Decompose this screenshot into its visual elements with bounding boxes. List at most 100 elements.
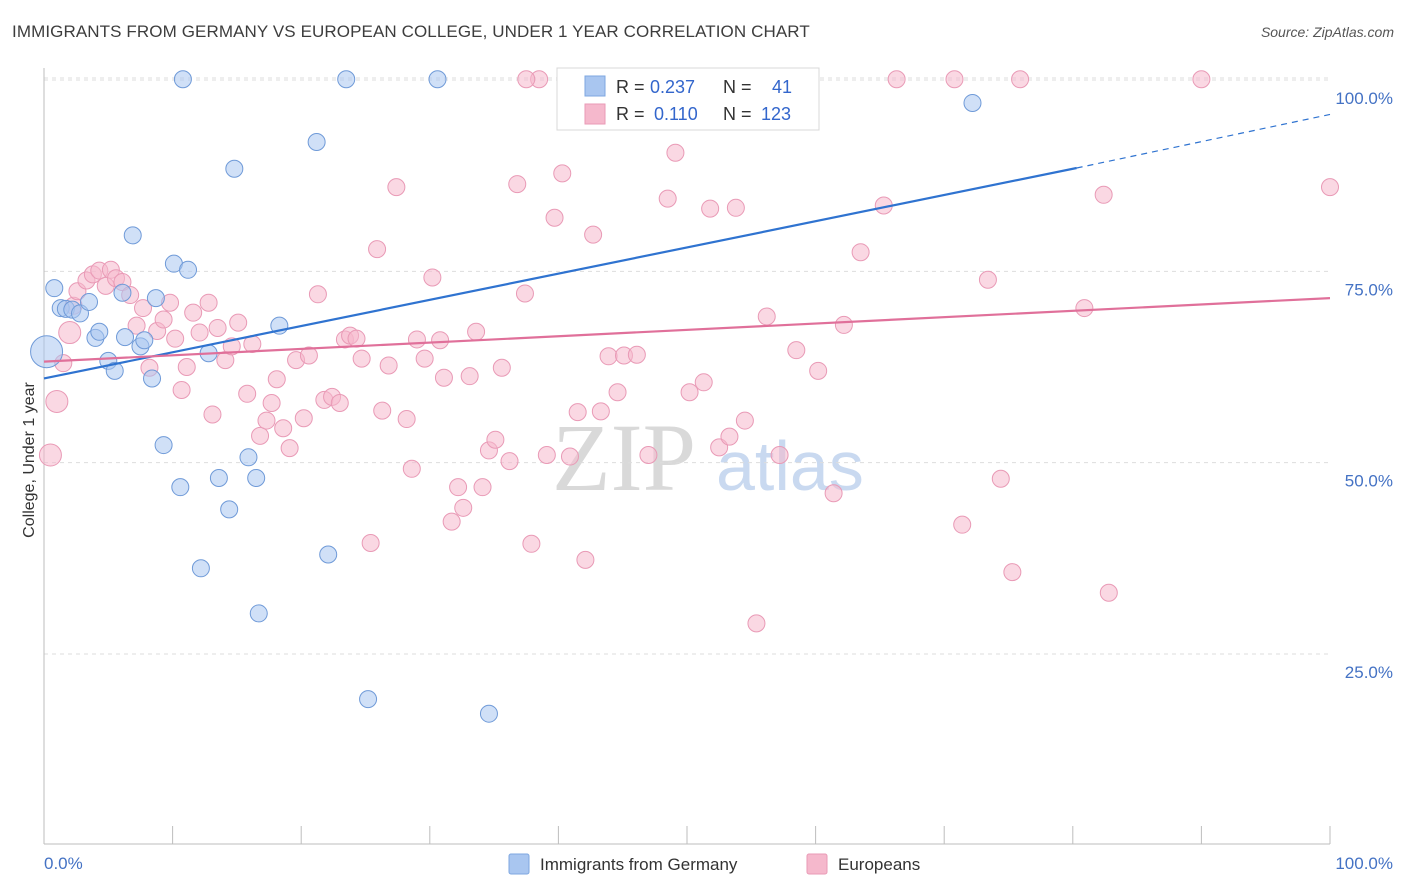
europeans-point [454,498,473,517]
europeans-point [576,550,595,569]
europeans-point [515,284,534,303]
europeans-point [694,373,713,392]
europeans-point [257,411,276,430]
europeans-point [824,484,843,503]
germany-point [179,260,198,279]
germany-point [146,289,165,308]
germany-point [135,331,154,350]
europeans-point [361,534,380,553]
europeans-point [449,478,468,497]
europeans-point [834,315,853,334]
stat-n-label-blue: N = [723,77,752,97]
europeans-point [473,478,492,497]
europeans-point [627,345,646,364]
europeans-point [267,370,286,389]
stat-n-value-blue: 41 [772,77,792,97]
europeans-point [666,143,685,162]
stat-n-label-pink: N = [723,104,752,124]
europeans-point [299,346,318,365]
tick-labels: 25.0% 50.0% 75.0% 100.0% 0.0% 100.0% [44,89,1393,873]
europeans-point [190,323,209,342]
germany-point [171,478,190,497]
europeans-point [887,70,906,89]
europeans-point [373,401,392,420]
europeans-point [467,322,486,341]
europeans-point [568,403,587,422]
europeans-point [184,303,203,322]
y-axis-title: College, Under 1 year [21,382,38,538]
europeans-point [1011,70,1030,89]
europeans-point [1192,70,1211,89]
y-tick-label: 25.0% [1345,663,1393,682]
germany-point [247,468,266,487]
europeans-point [1099,583,1118,602]
europeans-point [294,409,313,428]
europeans-point [407,330,426,349]
europeans-point [431,331,450,350]
europeans-point [442,512,461,531]
legend-swatch-europeans [806,853,828,875]
europeans-point [735,411,754,430]
europeans-point [658,189,677,208]
europeans-point [591,402,610,421]
europeans-point [127,316,146,335]
europeans-point [757,307,776,326]
europeans-point [1003,563,1022,582]
chart-title: IMMIGRANTS FROM GERMANY VS EUROPEAN COLL… [12,22,810,41]
europeans-point [1075,299,1094,318]
germany-trend-extension [1076,113,1331,169]
germany-point [173,70,192,89]
europeans-point [352,349,371,368]
germany-point [80,292,99,311]
europeans-point [45,389,69,413]
germany-point [143,369,162,388]
germany-point [428,70,447,89]
europeans-trend-line [43,297,1331,363]
germany-point [220,500,239,519]
legend-label-germany: Immigrants from Germany [540,855,738,874]
stats-swatch-pink [584,103,606,125]
europeans-point [280,439,299,458]
germany-point [225,159,244,178]
europeans-point [154,310,173,329]
germany-point [116,328,135,347]
europeans-point [978,270,997,289]
stat-r-value-blue: 0.237 [650,77,695,97]
germany-point [337,70,356,89]
series-legend: Immigrants from Germany Europeans [508,853,920,875]
europeans-point [199,293,218,312]
germany-point [113,283,132,302]
germany-point [209,468,228,487]
europeans-point [553,164,572,183]
europeans-point [177,358,196,376]
europeans-point [387,178,406,197]
europeans-point [460,367,479,386]
europeans-point [368,240,387,259]
europeans-point [545,208,564,227]
europeans-point [262,393,281,412]
europeans-point [991,469,1010,488]
europeans-point [599,347,618,366]
germany-point [239,448,258,467]
europeans-point [238,384,257,403]
germany-point [90,322,109,341]
trend-lines [43,113,1331,380]
europeans-point [953,515,972,534]
europeans-point [397,410,416,429]
europeans-point [608,383,627,402]
europeans-point [851,243,870,262]
europeans-point [134,299,153,318]
germany-point [249,604,268,623]
stat-n-value-pink: 123 [761,104,791,124]
europeans-point [172,380,191,399]
germany-point [319,545,338,564]
stats-legend: R = 0.237 N = 41 R = 0.110 N = 123 [556,67,820,131]
europeans-point [537,446,556,465]
europeans-point [945,70,964,89]
europeans-point [423,268,442,287]
stat-r-value-pink: 0.110 [654,104,698,124]
europeans-point [208,318,227,337]
europeans-point [517,70,536,89]
stat-r-label-blue: R = [616,77,645,97]
